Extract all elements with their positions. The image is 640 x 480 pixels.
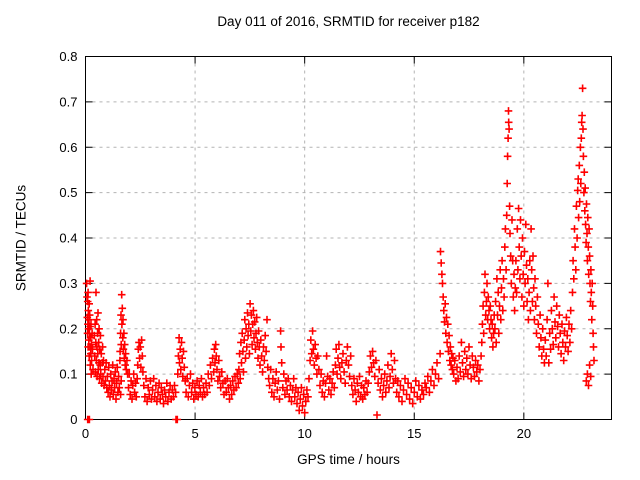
x-tick-label: 20 [517,426,531,441]
y-tick-label: 0.3 [59,276,77,291]
y-tick-label: 0.7 [59,94,77,109]
data-points [82,84,598,424]
y-tick-label: 0.5 [59,185,77,200]
x-axis-label: GPS time / hours [297,452,400,467]
y-tick-label: 0.4 [59,231,77,246]
y-tick-label: 0.6 [59,140,77,155]
x-tick-label: 15 [407,426,421,441]
x-tick-label: 0 [82,426,89,441]
y-axis-label: SRMTID / TECUs [13,184,29,292]
x-tick-label: 5 [191,426,198,441]
y-tick-label: 0.8 [59,49,77,64]
x-tick-label: 10 [297,426,311,441]
grid-lines [85,56,612,420]
y-tick-label: 0 [70,412,77,427]
y-tick-label: 0.2 [59,321,77,336]
y-tick-label: 0.1 [59,367,77,382]
chart-title: Day 011 of 2016, SRMTID for receiver p18… [217,14,480,29]
